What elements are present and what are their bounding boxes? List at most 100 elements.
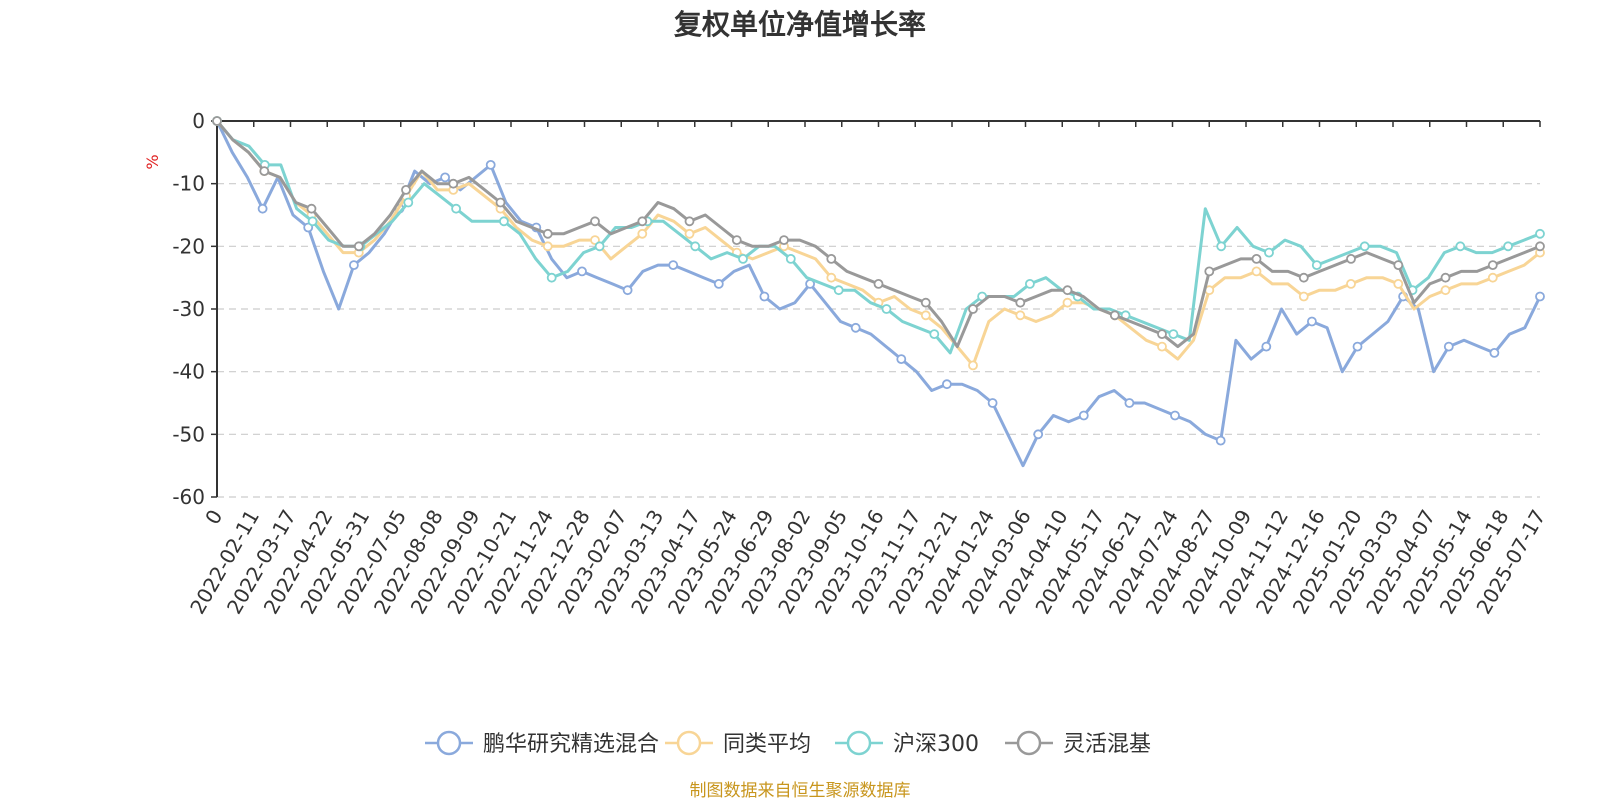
data-point	[1346, 253, 1356, 264]
data-point	[1124, 398, 1135, 408]
data-point	[1298, 291, 1309, 302]
legend-label: 鹏华研究精选混合	[483, 732, 659, 757]
data-point	[1109, 310, 1120, 321]
data-point	[1535, 228, 1545, 239]
data-point	[713, 278, 724, 289]
data-point	[590, 216, 600, 227]
data-point	[759, 291, 770, 302]
source-note: 制图数据来自恒生聚源数据库	[690, 781, 911, 800]
y-tick-label: -20	[172, 234, 205, 258]
data-point	[1352, 341, 1363, 352]
series-line	[215, 120, 1542, 468]
data-point	[987, 398, 998, 408]
series-line	[215, 120, 1541, 349]
y-tick-label: -60	[172, 485, 205, 509]
data-point	[403, 197, 414, 208]
legend-label: 同类平均	[723, 732, 811, 757]
data-point	[594, 241, 605, 252]
y-axis: 0 -10 -20 -30 -40 -50 -60	[172, 109, 218, 509]
data-point	[451, 203, 462, 214]
legend-item[interactable]: 鹏华研究精选混合	[425, 730, 659, 757]
data-point	[495, 197, 506, 208]
data-point	[920, 310, 931, 321]
data-point	[873, 278, 884, 289]
legend: 鹏华研究精选混合 同类平均 沪深300 灵活混基	[425, 730, 1151, 757]
data-point	[1033, 429, 1044, 440]
data-point	[738, 253, 748, 264]
data-point	[1015, 297, 1026, 308]
legend-marker	[846, 730, 872, 756]
data-point	[1535, 291, 1545, 302]
x-axis: 02022-02-112022-03-172022-04-222022-05-3…	[185, 120, 1550, 618]
data-point	[1062, 297, 1073, 308]
data-point	[212, 116, 222, 126]
data-point	[1311, 260, 1322, 271]
data-point	[637, 216, 648, 227]
data-point	[306, 203, 317, 214]
data-point	[257, 203, 268, 214]
data-point	[542, 241, 553, 252]
y-tick-label: 0	[192, 109, 205, 133]
data-point	[1393, 278, 1404, 289]
y-tick-label: -10	[172, 172, 205, 196]
x-tick-label: 0	[200, 506, 227, 529]
data-point	[684, 216, 695, 227]
data-point	[1489, 347, 1500, 358]
data-point	[622, 285, 633, 296]
data-point	[1440, 285, 1451, 296]
series-line	[215, 120, 1541, 367]
data-point	[1393, 260, 1404, 271]
chart-title: 复权单位净值增长率	[674, 8, 926, 41]
data-point	[401, 184, 411, 195]
data-point	[968, 304, 978, 314]
series-line	[215, 120, 1541, 355]
data-point	[920, 297, 931, 308]
legend-item[interactable]: 灵活混基	[1005, 730, 1151, 757]
data-point	[1251, 266, 1262, 277]
data-point	[779, 235, 789, 246]
data-point	[1025, 278, 1035, 289]
legend-item[interactable]: 同类平均	[665, 730, 811, 757]
data-point	[1487, 260, 1498, 271]
data-point	[1307, 316, 1317, 327]
data-point	[448, 178, 459, 189]
data-point	[546, 272, 557, 283]
data-point	[1251, 253, 1262, 264]
data-point	[353, 241, 364, 252]
data-point	[1346, 278, 1356, 289]
data-point	[1015, 310, 1026, 321]
data-point	[1440, 272, 1451, 283]
data-point	[259, 166, 270, 177]
data-point	[1215, 435, 1226, 446]
y-tick-label: -40	[172, 360, 205, 384]
data-point	[690, 241, 701, 252]
data-point	[1168, 329, 1179, 340]
data-point	[668, 260, 679, 271]
legend-label: 灵活混基	[1063, 732, 1151, 757]
data-point	[942, 379, 952, 390]
data-point	[1204, 266, 1215, 277]
data-point	[498, 216, 509, 227]
data-point	[929, 329, 940, 340]
data-point	[785, 253, 796, 264]
data-point	[684, 228, 695, 239]
data-point	[1359, 241, 1370, 252]
legend-item[interactable]: 沪深300	[835, 730, 979, 757]
data-point	[348, 260, 359, 271]
legend-marker	[676, 730, 702, 756]
data-point	[826, 253, 837, 264]
data-point	[307, 216, 318, 227]
data-point	[1157, 329, 1167, 340]
data-point	[833, 285, 844, 296]
data-point	[590, 235, 600, 246]
data-point	[637, 228, 648, 239]
legend-marker	[1016, 730, 1042, 756]
data-point	[440, 172, 451, 183]
y-tick-label: -50	[172, 422, 205, 446]
data-point	[1443, 341, 1454, 352]
legend-marker	[436, 730, 462, 756]
data-point	[896, 354, 907, 365]
data-point	[850, 322, 861, 333]
data-point	[1157, 341, 1167, 352]
